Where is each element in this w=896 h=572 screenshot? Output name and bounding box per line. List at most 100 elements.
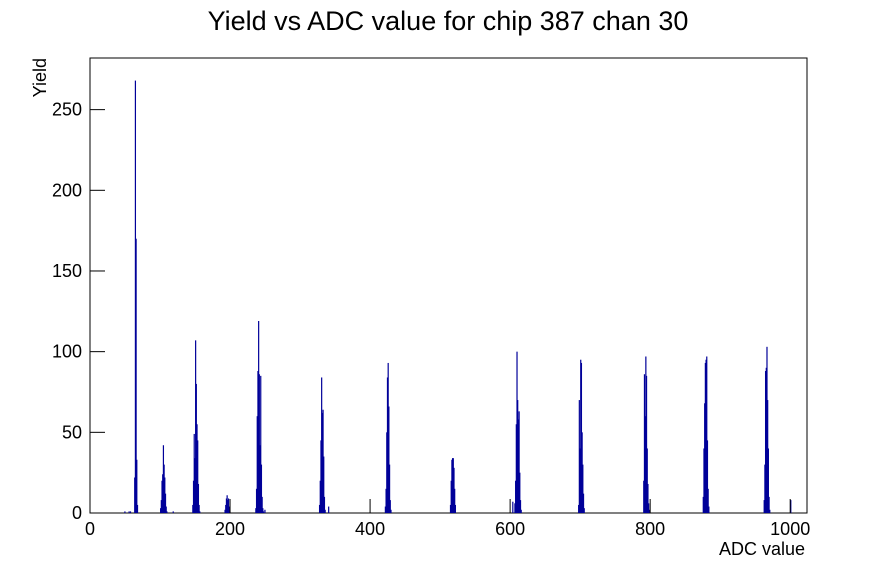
histogram-bar xyxy=(172,511,174,513)
histogram-bar xyxy=(256,416,258,513)
histogram-bar xyxy=(165,506,167,513)
y-tick-label: 0 xyxy=(72,503,82,523)
histogram-bar xyxy=(197,440,199,513)
histogram-bar xyxy=(580,359,582,513)
histogram-bar xyxy=(384,506,386,513)
histogram-bar xyxy=(454,488,456,513)
histogram-bar xyxy=(452,458,454,513)
histogram-bar xyxy=(195,340,197,513)
histogram-bar xyxy=(450,480,452,513)
histogram-bar xyxy=(707,488,709,513)
histogram-bar xyxy=(708,506,710,513)
histogram-bar xyxy=(195,383,197,513)
histogram-bar xyxy=(164,477,166,513)
histogram-bar xyxy=(261,496,263,513)
x-tick-label: 600 xyxy=(495,519,525,539)
histogram-bar xyxy=(390,509,392,513)
histogram-bar xyxy=(160,508,162,513)
histogram-bar xyxy=(324,509,326,513)
histogram-bar xyxy=(519,500,522,513)
histogram-bar xyxy=(226,495,228,513)
histogram-bar xyxy=(323,496,326,513)
histogram-bar xyxy=(257,371,259,513)
histogram-bar xyxy=(518,411,520,513)
histogram-bar xyxy=(767,448,769,513)
histogram-bar xyxy=(766,346,768,513)
histogram-bar xyxy=(166,511,168,513)
histogram-bar xyxy=(385,488,387,513)
histogram-bar xyxy=(704,362,706,513)
histogram-bar xyxy=(255,508,257,513)
plot-frame xyxy=(89,57,808,514)
histogram-bar xyxy=(134,477,136,513)
histogram-bar xyxy=(262,508,264,513)
histogram-bar xyxy=(706,440,709,513)
histogram-bar xyxy=(764,371,767,513)
histogram-bar xyxy=(196,424,198,513)
histogram-bar xyxy=(136,504,139,513)
histogram-bar xyxy=(516,351,518,513)
histogram-bar xyxy=(454,504,457,513)
histogram-bar xyxy=(578,400,580,513)
histogram-bar xyxy=(519,472,521,513)
histogram-bar xyxy=(318,504,321,513)
histogram-bar xyxy=(648,509,650,513)
histogram-bar xyxy=(769,509,771,513)
histogram-bar xyxy=(198,504,200,513)
histogram-bar xyxy=(260,464,263,513)
histogram-bar xyxy=(162,474,164,513)
histogram-bar xyxy=(764,464,766,513)
histogram-bar xyxy=(388,464,391,513)
histogram-bar xyxy=(259,445,261,513)
histogram-bar xyxy=(512,501,514,513)
histogram-bar xyxy=(321,377,323,513)
histogram-bar xyxy=(582,493,585,513)
histogram-bar xyxy=(645,356,647,513)
histogram-bar xyxy=(643,374,646,513)
histogram-bar xyxy=(388,406,390,513)
histogram-bar xyxy=(386,432,388,513)
histogram-bar xyxy=(227,498,230,513)
y-tick-label: 50 xyxy=(62,422,82,442)
histogram-bar xyxy=(790,500,792,513)
histogram-bar xyxy=(451,459,453,513)
histogram-bar xyxy=(328,506,330,513)
histogram-bar xyxy=(199,511,201,513)
histogram-bar xyxy=(260,375,262,513)
histogram-bar xyxy=(387,362,389,513)
histogram-bar xyxy=(320,440,322,513)
y-tick-label: 200 xyxy=(52,180,82,200)
histogram-bar xyxy=(194,458,196,513)
histogram-bar xyxy=(517,419,520,513)
y-axis-label: Yield xyxy=(30,58,50,97)
histogram-bar xyxy=(578,504,580,513)
histogram-bar xyxy=(128,511,130,513)
histogram-bar xyxy=(517,400,519,513)
histogram-bar xyxy=(264,509,266,513)
histogram-bar xyxy=(129,511,132,513)
histogram-bar xyxy=(321,412,323,513)
histogram-bar xyxy=(452,458,454,513)
histogram-bar xyxy=(704,403,706,513)
histogram-bar xyxy=(579,448,581,513)
histogram-bar xyxy=(582,464,584,513)
x-tick-label: 200 xyxy=(215,519,245,539)
histogram-bar xyxy=(646,448,648,513)
x-tick-label: 400 xyxy=(355,519,385,539)
histogram-bar xyxy=(323,456,325,513)
histogram-bar xyxy=(703,448,705,513)
histogram-bar xyxy=(225,498,228,513)
histogram-bar xyxy=(644,416,646,513)
histogram-bar xyxy=(643,480,645,513)
histogram-bar xyxy=(453,467,455,513)
histogram-bar xyxy=(389,500,391,513)
x-tick-label: 800 xyxy=(635,519,665,539)
histogram-bar xyxy=(581,432,583,513)
histogram-bar xyxy=(645,375,648,513)
histogram-bar xyxy=(520,509,522,513)
histogram-bar xyxy=(319,480,321,513)
y-tick-label: 150 xyxy=(52,261,82,281)
histogram-bar xyxy=(197,483,200,513)
histogram-bar xyxy=(583,508,585,513)
